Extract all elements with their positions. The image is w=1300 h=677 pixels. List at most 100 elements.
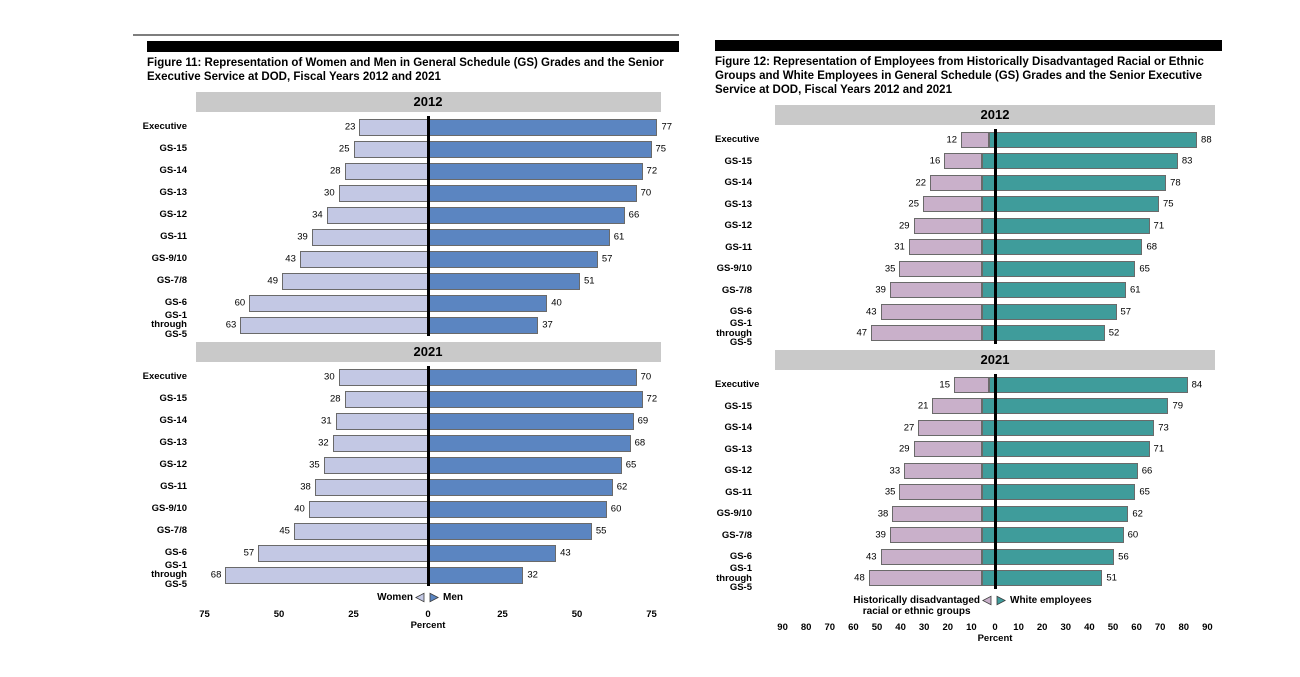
men-bar [428, 390, 643, 408]
white-employees-bar [982, 462, 1138, 479]
women-bar [258, 544, 428, 562]
historically-disadvantaged-racial-or-ethnic-groups-bar [880, 548, 982, 565]
grade-label: GS-12 [159, 459, 187, 471]
white-employees-bar [982, 570, 1103, 587]
left-value-label: 38 [877, 508, 889, 520]
row-chart: 38 62 [760, 503, 1222, 525]
row-chart: 49 51 [195, 270, 677, 292]
white-employees-bar [982, 419, 1155, 436]
row-chart: 15 84 [767, 374, 1229, 396]
left-value-label: 32 [318, 437, 329, 449]
grade-row: GS-13 30 70 [133, 182, 679, 204]
white-employees-bar [989, 376, 1188, 393]
right-value-label: 72 [646, 393, 658, 405]
row-chart: 40 60 [195, 498, 677, 520]
men-bar [428, 118, 658, 136]
grade-row: GS-14 27 73 [715, 417, 1222, 439]
grade-label: GS-12 [724, 220, 752, 231]
row-chart: 45 55 [195, 520, 677, 542]
historically-disadvantaged-racial-or-ethnic-groups-bar [899, 484, 982, 501]
grade-row: Executive 15 84 [715, 374, 1222, 396]
row-chart: 39 61 [195, 226, 677, 248]
right-value-label: 51 [583, 275, 595, 287]
axis-tick: 80 [800, 622, 812, 633]
women-bar [293, 522, 428, 540]
grade-label: Executive [142, 121, 187, 133]
men-bar [428, 456, 622, 474]
right-value-label: 43 [560, 547, 571, 559]
white-employees-bar [982, 484, 1136, 501]
axis-tick: 70 [824, 622, 836, 633]
left-value-label: 25 [338, 143, 350, 155]
row-chart: 29 71 [760, 215, 1222, 237]
axis-tick: 25 [497, 609, 508, 620]
right-value-label: 40 [551, 297, 562, 309]
row-chart: 32 68 [195, 432, 677, 454]
grade-label: GS-1 through GS-5 [716, 563, 752, 593]
row-chart: 48 51 [760, 568, 1222, 590]
legend-left-label: Historically disadvantaged racial or ethn… [853, 595, 980, 617]
axis-tick: 50 [1107, 622, 1119, 633]
grade-label: GS-13 [159, 187, 187, 199]
men-bar [428, 250, 598, 268]
left-value-label: 39 [875, 529, 886, 541]
grade-row: Executive 23 77 [133, 116, 679, 138]
grade-label: GS-13 [159, 437, 187, 449]
left-value-label: 63 [225, 319, 237, 331]
axis-tick: 25 [348, 609, 359, 620]
axis-tick: 0 [425, 609, 431, 620]
grade-label: GS-11 [725, 241, 752, 253]
right-value-label: 57 [601, 253, 613, 265]
row-chart: 35 65 [760, 258, 1222, 280]
left-value-label: 57 [243, 547, 255, 559]
women-bar [326, 206, 428, 224]
grade-label: GS-7/8 [156, 275, 187, 287]
grade-label: GS-9/10 [716, 508, 752, 519]
grade-label: GS-9/10 [151, 503, 187, 515]
men-bar [428, 412, 634, 430]
grade-label: GS-1 through GS-5 [151, 559, 187, 590]
grade-label: GS-11 [160, 231, 187, 243]
row-chart: 33 66 [760, 460, 1222, 482]
white-employees-bar [982, 153, 1178, 170]
grade-row: GS-7/8 39 61 [715, 280, 1222, 302]
right-value-label: 65 [1139, 486, 1150, 498]
grade-label: GS-9/10 [716, 263, 752, 274]
grade-label: GS-9/10 [151, 253, 187, 265]
grade-row: GS-1 through GS-5 63 37 [133, 311, 679, 340]
historically-disadvantaged-racial-or-ethnic-groups-bar [899, 260, 982, 277]
legend: Historically disadvantaged racial or ethn… [773, 595, 1235, 617]
grade-row: GS-6 57 43 [133, 542, 679, 564]
row-chart: 12 88 [767, 129, 1229, 151]
axis-tick: 40 [1084, 622, 1095, 633]
grade-row: GS-11 39 61 [133, 226, 679, 248]
row-chart: 43 57 [195, 248, 677, 270]
white-employees-bar [982, 303, 1117, 320]
right-value-label: 83 [1181, 155, 1193, 167]
legend-left-label-line1: Historically disadvantaged [853, 595, 980, 606]
women-bar [249, 294, 428, 312]
axis-center-line [427, 116, 430, 336]
right-value-label: 61 [1129, 284, 1141, 296]
women-bar [225, 566, 428, 584]
historically-disadvantaged-racial-or-ethnic-groups-bar [961, 131, 990, 148]
right-value-label: 66 [1141, 465, 1153, 477]
axis-tick: 20 [1036, 622, 1048, 633]
white-employees-bar [982, 174, 1167, 191]
row-chart: 29 71 [760, 439, 1222, 461]
historically-disadvantaged-racial-or-ethnic-groups-bar [913, 441, 982, 458]
right-value-label: 60 [610, 503, 622, 515]
grade-label: GS-6 [164, 547, 187, 559]
grade-row: GS-9/10 40 60 [133, 498, 679, 520]
grade-label: GS-14 [159, 165, 187, 177]
men-bar [428, 316, 539, 334]
grade-row: GS-6 43 56 [715, 546, 1222, 568]
grade-label: GS-15 [724, 155, 752, 167]
historically-disadvantaged-racial-or-ethnic-groups-bar [953, 376, 990, 393]
grade-row: GS-9/10 43 57 [133, 248, 679, 270]
left-value-label: 38 [300, 481, 311, 493]
grade-label: Executive [715, 134, 760, 145]
historically-disadvantaged-racial-or-ethnic-groups-bar [904, 462, 982, 479]
white-employees-bar [982, 527, 1124, 544]
grade-label: GS-6 [729, 306, 752, 317]
